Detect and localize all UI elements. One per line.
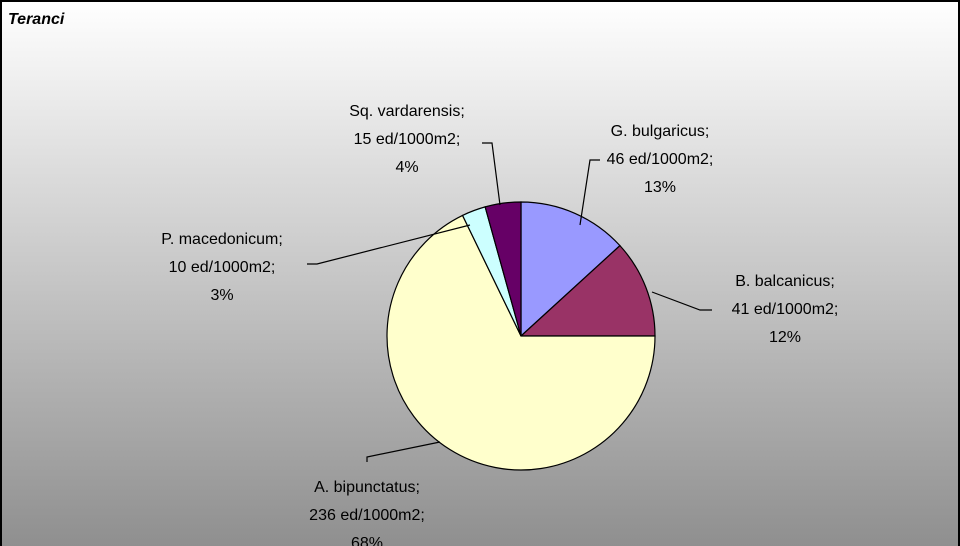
value-label: 46 ed/1000m2; [607, 151, 714, 168]
pie-slice [519, 244, 656, 337]
value-label: 41 ed/1000m2; [732, 301, 839, 318]
chart-title: Teranci [8, 11, 65, 28]
value-label: 10 ed/1000m2; [169, 259, 276, 276]
pie-slice [484, 201, 522, 337]
leader-line [366, 441, 441, 462]
slice-label: P. macedonicum; [161, 231, 283, 248]
slice-label: Sq. vardarensis; [349, 103, 465, 120]
slice-label: G. bulgaricus; [611, 123, 710, 140]
pie-slice [386, 214, 656, 471]
value-label: 236 ed/1000m2; [309, 507, 425, 524]
percent-label: 3% [210, 287, 233, 304]
slice-label: A. bipunctatus; [314, 479, 420, 496]
leader-line [579, 159, 600, 226]
leader-line [482, 142, 501, 206]
leader-line [307, 224, 471, 265]
percent-label: 68% [351, 535, 383, 546]
value-label: 15 ed/1000m2; [354, 131, 461, 148]
percent-label: 13% [644, 179, 676, 196]
pie-slice [520, 201, 621, 338]
percent-label: 12% [769, 329, 801, 346]
percent-label: 4% [395, 159, 418, 176]
slice-label: B. balcanicus; [735, 273, 835, 290]
leader-line [651, 291, 712, 311]
